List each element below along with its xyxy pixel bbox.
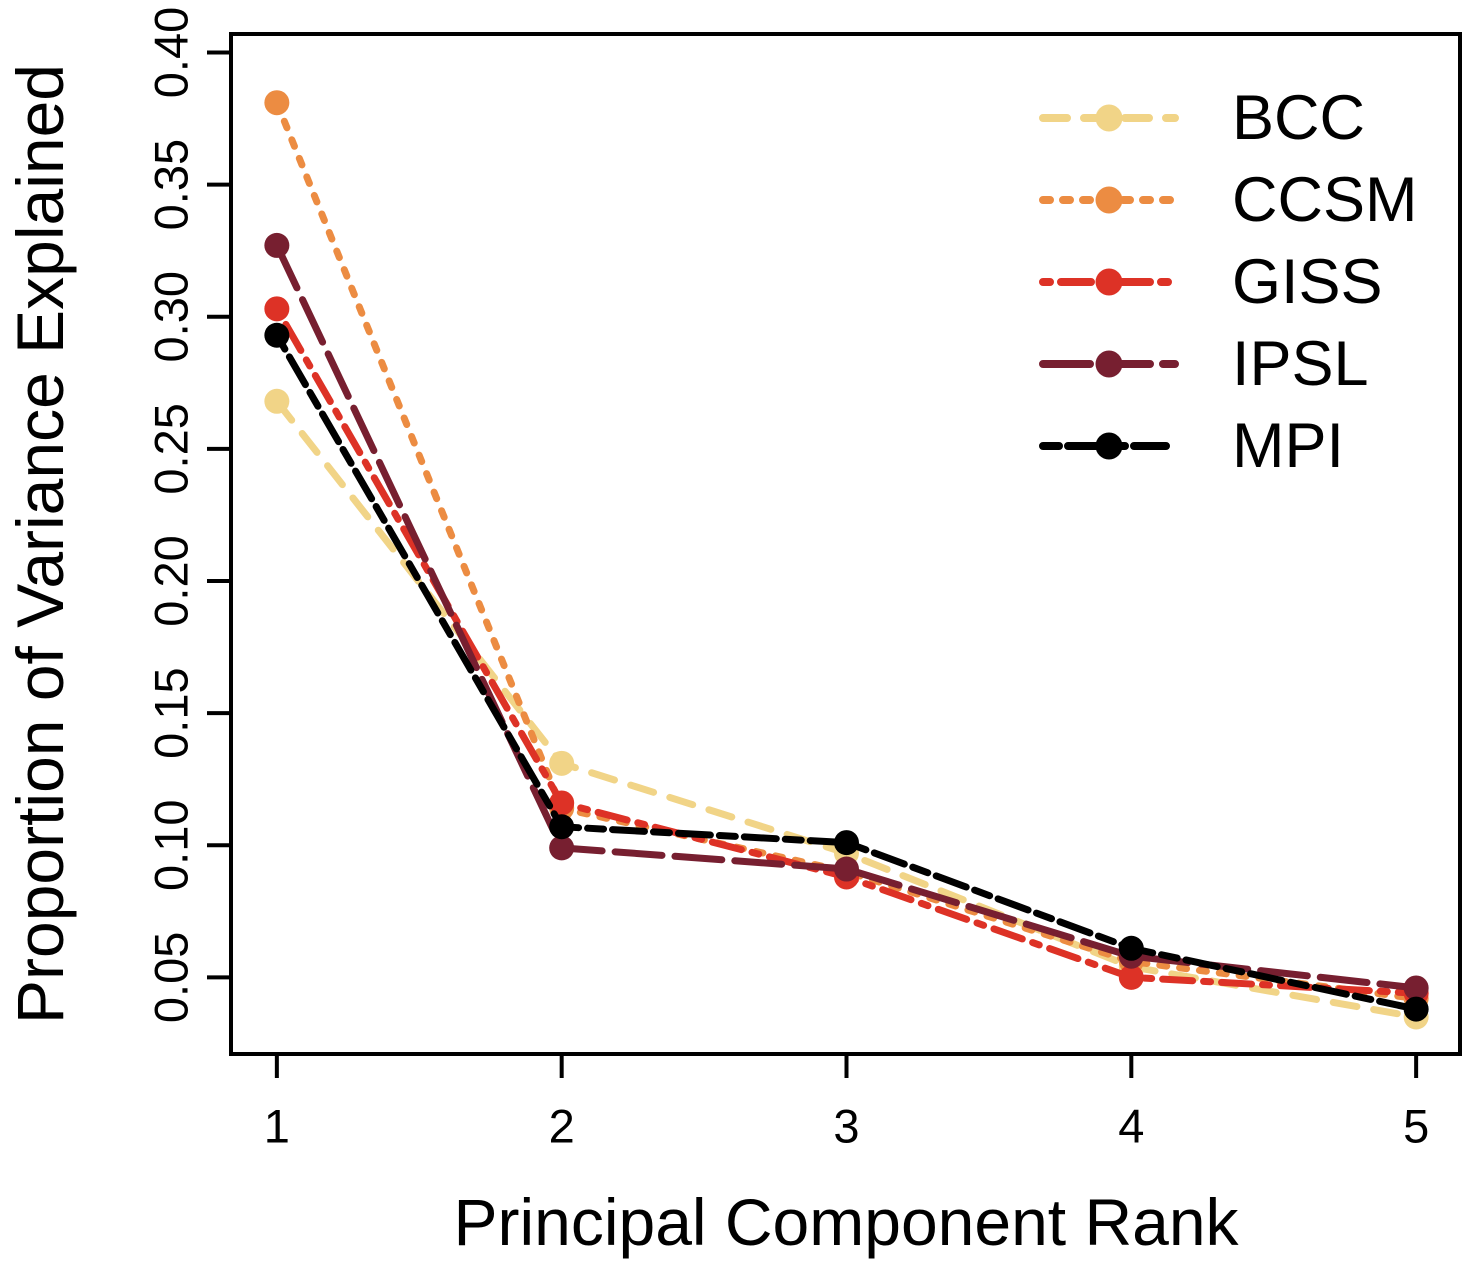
data-point [264, 90, 290, 116]
y-tick-label: 0.05 [145, 932, 198, 1023]
data-point [1118, 964, 1144, 990]
data-point [833, 856, 859, 882]
data-point [1403, 996, 1429, 1022]
y-tick-label: 0.35 [145, 139, 198, 230]
legend-item-mpi: MPI [1039, 411, 1344, 481]
legend-marker [1095, 104, 1123, 132]
data-point [264, 322, 290, 348]
legend-label: IPSL [1232, 329, 1369, 399]
y-tick-label: 0.15 [145, 667, 198, 758]
y-tick-label: 0.40 [145, 7, 198, 98]
x-tick-label: 5 [1403, 1100, 1429, 1153]
data-point [264, 296, 290, 322]
legend-item-bcc: BCC [1039, 83, 1365, 153]
legend-marker [1095, 186, 1123, 214]
data-point [833, 830, 859, 856]
legend-marker [1095, 268, 1123, 296]
x-axis: 1 2 3 4 5 [264, 1054, 1429, 1153]
series-mpi [264, 322, 1429, 1022]
series-line [273, 331, 1420, 1013]
legend-label: BCC [1232, 83, 1365, 153]
legend: BCC CCSM GISS IPSL MPI [1039, 83, 1418, 481]
data-point [549, 790, 575, 816]
y-tick-label: 0.20 [145, 535, 198, 626]
series-giss [264, 296, 1429, 1006]
data-point [549, 835, 575, 861]
data-point [264, 232, 290, 258]
data-point [1403, 975, 1429, 1001]
series-bcc [264, 388, 1429, 1030]
legend-item-ccsm: CCSM [1039, 165, 1418, 235]
x-tick-label: 1 [264, 1100, 290, 1153]
series-line [273, 99, 1420, 1003]
y-tick-label: 0.10 [145, 800, 198, 891]
data-point [549, 814, 575, 840]
legend-label: MPI [1232, 411, 1344, 481]
legend-marker [1095, 350, 1123, 378]
y-axis: 0.05 0.10 0.15 0.20 0.25 0.30 0.35 0.40 [145, 7, 231, 1023]
legend-marker [1095, 432, 1123, 460]
y-tick-label: 0.30 [145, 271, 198, 362]
x-tick-label: 3 [833, 1100, 859, 1153]
data-point [1118, 935, 1144, 961]
legend-item-giss: GISS [1039, 247, 1383, 317]
data-point [549, 750, 575, 776]
series-line [273, 397, 1420, 1021]
legend-label: GISS [1232, 247, 1383, 317]
legend-label: CCSM [1232, 165, 1418, 235]
y-axis-title: Proportion of Variance Explained [3, 63, 77, 1025]
legend-item-ipsl: IPSL [1039, 329, 1369, 399]
x-axis-title: Principal Component Rank [453, 1185, 1239, 1259]
x-tick-label: 4 [1118, 1100, 1144, 1153]
y-tick-label: 0.25 [145, 403, 198, 494]
x-tick-label: 2 [549, 1100, 575, 1153]
data-point [264, 388, 290, 414]
